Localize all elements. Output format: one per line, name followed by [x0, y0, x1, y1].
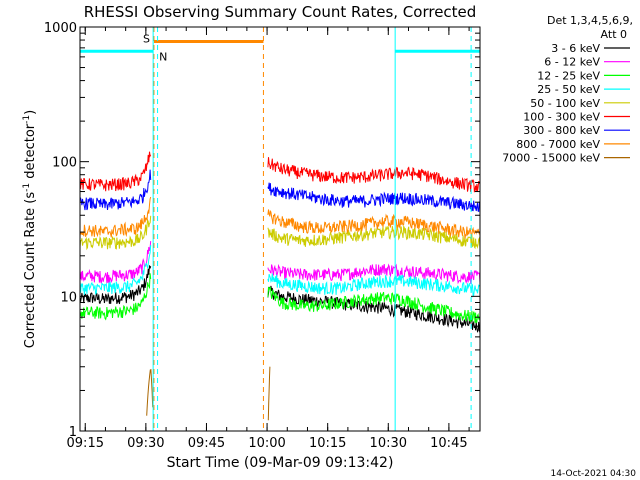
series-line-segment: [80, 245, 152, 295]
x-axis-label: Start Time (09-Mar-09 09:13:42): [167, 455, 394, 471]
plot-frame: [79, 26, 481, 432]
series-line-segment: [267, 209, 480, 239]
series-7000-15000-keV: [146, 366, 271, 421]
legend-label: 3 - 6 keV: [551, 42, 600, 55]
legend-label: 300 - 800 keV: [523, 124, 600, 137]
series-line-segment: [80, 241, 152, 284]
series-line-segment: [80, 265, 152, 305]
x-tick-label: 10:00: [248, 436, 285, 451]
y-axis-label: Corrected Count Rate (s-1 detector-1): [22, 110, 38, 348]
legend-header-line-1: Det 1,3,4,5,6,9,: [547, 14, 633, 27]
series-3-6-keV: [80, 265, 480, 334]
x-tick-label: 09:30: [127, 436, 164, 451]
series-line-segment: [80, 215, 152, 251]
series-line-segment: [267, 263, 480, 285]
series-line-segment: [267, 286, 480, 324]
y-tick-label: 100: [52, 156, 77, 171]
axes-layer: 09:15 09:30 09:45 10:00 10:15 10:30 10:45 1000 1…: [44, 21, 480, 451]
series-300-800-keV: [80, 169, 480, 213]
legend-label: 800 - 7000 keV: [516, 138, 600, 151]
series-line-segment: [80, 169, 152, 211]
series-line-segment: [267, 182, 480, 213]
series-line-segment: [146, 368, 154, 416]
series-800-7000-keV: [80, 196, 480, 239]
chart-title: RHESSI Observing Summary Count Rates, Co…: [84, 3, 477, 21]
legend-label: 25 - 50 keV: [537, 83, 600, 96]
x-tick-label: 10:30: [370, 436, 407, 451]
series-line-segment: [267, 157, 480, 193]
series-line-segment: [80, 196, 152, 238]
series-line-segment: [80, 273, 152, 321]
legend-label: 100 - 300 keV: [523, 111, 600, 124]
legend-label: 6 - 12 keV: [544, 56, 600, 69]
series-25-50-keV: [80, 245, 480, 298]
y-tick-label: 1: [69, 425, 77, 440]
legend-label: 7000 - 15000 keV: [502, 152, 600, 165]
y-tick-label: 1000: [44, 21, 77, 36]
series-100-300-keV: [80, 151, 480, 193]
x-tick-label: 09:45: [188, 436, 225, 451]
series-line-segment: [267, 273, 480, 298]
legend-label: 50 - 100 keV: [530, 97, 600, 110]
legend-header-line-2: Att 0: [601, 28, 627, 41]
series-line-segment: [267, 285, 480, 334]
series-12-25-keV: [80, 273, 480, 324]
timestamp: 14-Oct-2021 04:30: [551, 469, 637, 479]
x-tick-label: 10:45: [430, 436, 467, 451]
series-line-segment: [80, 151, 152, 192]
series-line-segment: [267, 366, 271, 421]
x-tick-label: 09:15: [67, 436, 104, 451]
saa-flag-label: S: [143, 33, 150, 46]
legend-label: 12 - 25 keV: [537, 69, 600, 82]
series-line-segment: [267, 224, 480, 250]
x-tick-label: 10:15: [309, 436, 346, 451]
series-6-12-keV: [80, 241, 480, 285]
series-50-100-keV: [80, 215, 480, 251]
y-tick-label: 10: [60, 290, 77, 305]
flags-layer: SN: [80, 27, 480, 431]
series-layer: [80, 151, 480, 421]
night-flag-label: N: [159, 50, 167, 63]
